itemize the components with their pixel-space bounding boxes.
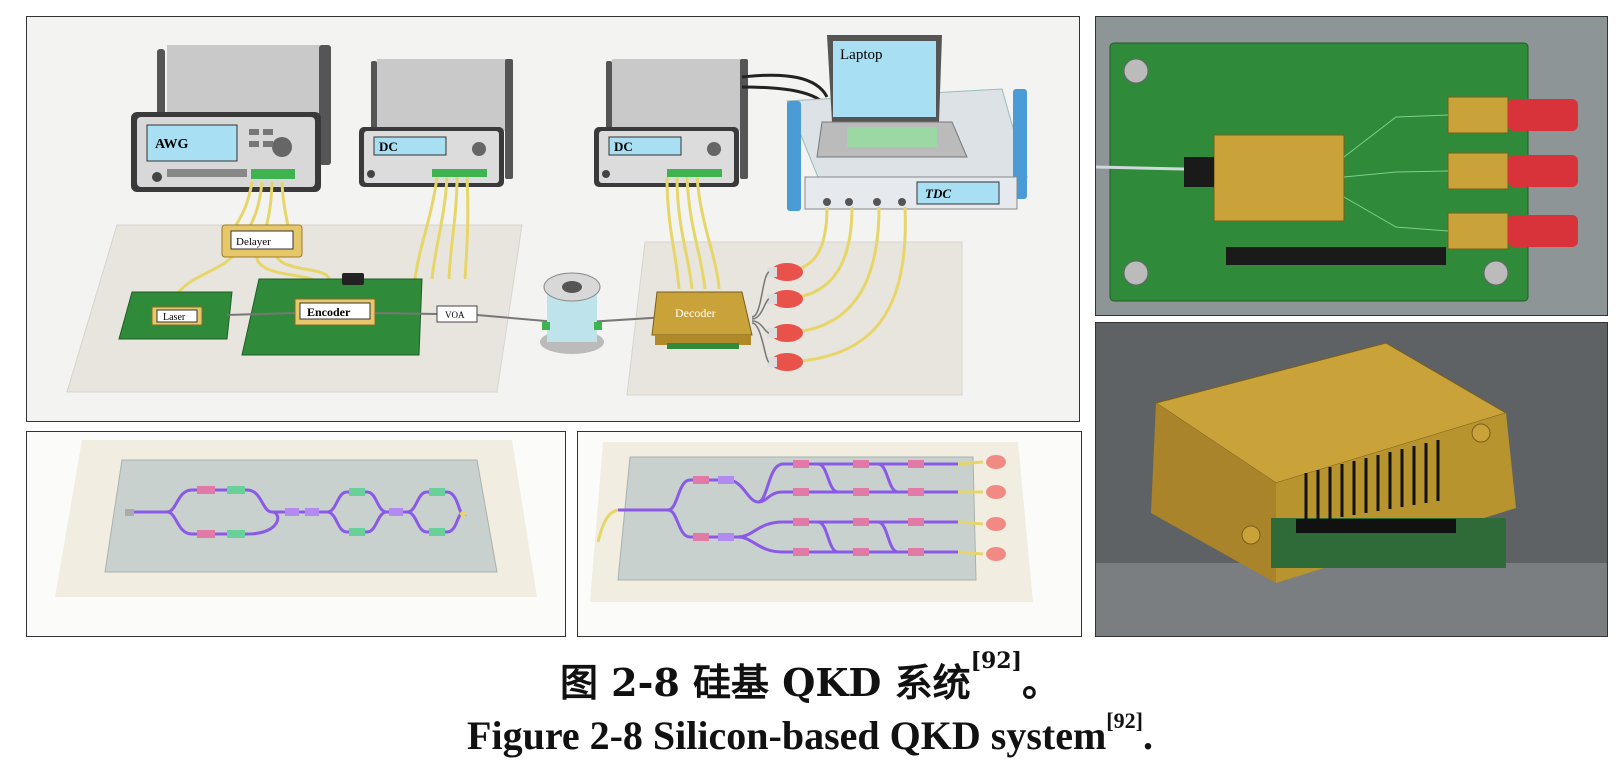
encoder-phase-shifters <box>197 486 445 538</box>
control-cables <box>173 176 907 364</box>
decoder-phase-shifters <box>693 460 924 556</box>
dc-instrument-1 <box>359 59 513 187</box>
figure-caption-chinese: 图 2-8 硅基 QKD 系统[92]。 <box>0 648 1620 707</box>
decoder-label: Decoder <box>675 306 716 320</box>
caption-cn-reference: [92] <box>970 648 1023 674</box>
decoder-chip-illustration <box>590 442 1033 602</box>
pcb-module-photo <box>1095 16 1608 316</box>
pin-header <box>1226 247 1446 265</box>
encoder-chip-panel <box>26 431 566 637</box>
single-photon-detectors <box>767 263 803 371</box>
caption-cn-text: 图 2-8 硅基 QKD 系统 <box>559 660 971 705</box>
decoder-chip-panel <box>577 431 1082 637</box>
voa-label: VOA <box>445 310 465 320</box>
laptop <box>816 35 968 158</box>
decoder-waveguides <box>618 462 958 554</box>
voa-module <box>436 305 478 323</box>
setup-illustration: AWG DC DC TDC <box>66 35 1028 396</box>
laser-label: Laser <box>163 312 186 323</box>
caption-en-end: . <box>1142 713 1153 758</box>
encoder-chip-substrate <box>104 459 498 573</box>
caption-en-reference: [92] <box>1106 708 1143 733</box>
dc-instrument-2 <box>594 59 748 187</box>
package-pins <box>1304 440 1440 523</box>
right-optical-table <box>626 241 963 396</box>
gold-chip-package <box>1213 134 1345 222</box>
tdc-label: TDC <box>925 186 951 201</box>
sma-connectors <box>1447 96 1578 250</box>
decoder-module <box>651 291 753 349</box>
delayer-label: Delayer <box>236 236 271 248</box>
decoder-output-detectors <box>957 455 1006 561</box>
dc2-label: DC <box>614 139 633 154</box>
caption-cn-end: 。 <box>1022 660 1061 705</box>
encoder-label: Encoder <box>307 305 351 319</box>
packaged-module-illustration <box>1096 323 1607 636</box>
figure-caption-english: Figure 2-8 Silicon-based QKD system[92]. <box>0 708 1620 759</box>
laptop-label: Laptop <box>840 47 883 63</box>
caption-en-text: Figure 2-8 Silicon-based QKD system <box>467 713 1107 758</box>
encoder-chip-illustration <box>55 440 537 597</box>
dc1-label: DC <box>379 139 398 154</box>
fiber-spool <box>540 272 604 354</box>
pcb-photo-illustration <box>1096 17 1607 315</box>
awg-instrument <box>131 45 331 192</box>
packaged-module-photo <box>1095 322 1608 637</box>
awg-label: AWG <box>155 137 189 152</box>
qkd-system-setup-panel: AWG DC DC TDC <box>26 16 1080 422</box>
